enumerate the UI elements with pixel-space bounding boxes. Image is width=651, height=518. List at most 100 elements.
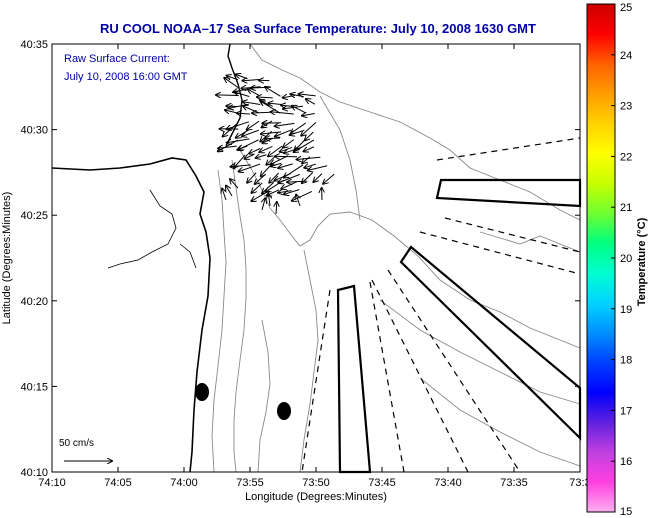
current-vector-arrow xyxy=(302,113,315,115)
current-vector-arrow xyxy=(275,123,295,126)
current-vector-arrow xyxy=(247,120,260,129)
current-vector-arrow xyxy=(278,163,293,168)
current-vector-arrow xyxy=(256,155,267,158)
current-vector-arrow xyxy=(265,138,281,139)
current-vector-arrow xyxy=(227,76,239,81)
current-vector-arrow xyxy=(281,181,298,189)
current-vector-arrow xyxy=(302,156,311,163)
x-tick-label: 73:40 xyxy=(434,477,462,489)
x-tick-label: 73:3 xyxy=(569,477,590,489)
current-vector-arrow xyxy=(301,122,317,135)
current-vector-field xyxy=(216,74,335,215)
current-vector-arrow xyxy=(226,186,233,197)
colorbar-gradient xyxy=(586,3,616,513)
current-vector-arrow xyxy=(227,121,249,129)
current-vector-arrow xyxy=(247,172,257,183)
colorbar-tick-label: 21 xyxy=(620,202,632,214)
x-tick-label: 73:45 xyxy=(368,477,396,489)
current-vector-arrow xyxy=(305,131,314,140)
colorbar-tick-label: 25 xyxy=(620,2,632,14)
current-vector-arrow xyxy=(323,173,335,184)
current-vector-arrow xyxy=(287,181,307,182)
colorbar-tick-label: 19 xyxy=(620,304,632,316)
colorbar-tick-label: 22 xyxy=(620,151,632,163)
current-vector-arrow xyxy=(261,165,271,177)
current-vector-arrow xyxy=(306,99,316,105)
current-vector-arrow xyxy=(237,113,251,114)
x-tick-label: 74:05 xyxy=(104,477,132,489)
current-vector-arrow xyxy=(252,182,263,193)
current-vector-arrow xyxy=(265,87,281,97)
current-vector-arrow xyxy=(234,92,250,97)
y-axis: 40:35 40:30 40:25 40:20 40:15 40:10 xyxy=(20,39,580,479)
current-vector-arrow xyxy=(224,78,239,89)
current-vector-arrow xyxy=(218,146,237,148)
colorbar-tick-label: 15 xyxy=(620,506,632,518)
y-axis-label: Latitude (Degrees:Minutes) xyxy=(1,192,13,325)
current-vector-arrow xyxy=(216,95,239,96)
y-tick-label: 40:30 xyxy=(20,125,48,137)
coastline-contour xyxy=(51,157,211,473)
current-vector-arrow xyxy=(237,146,248,150)
map-title: RU COOL NOAA–17 Sea Surface Temperature:… xyxy=(100,21,536,36)
colorbar: 25 24 23 22 21 20 19 18 17 16 15 Temperature (°C) xyxy=(586,2,648,518)
x-tick-label: 73:50 xyxy=(302,477,330,489)
current-vector-arrow xyxy=(284,189,300,195)
current-vector-arrow xyxy=(290,129,305,135)
colorbar-tick-label: 18 xyxy=(620,355,632,367)
current-annotation-line2: July 10, 2008 16:00 GMT xyxy=(64,71,188,83)
current-vector-arrow xyxy=(259,145,273,152)
current-vector-arrow xyxy=(230,179,239,189)
current-vector-arrow xyxy=(294,139,315,152)
y-tick-label: 40:35 xyxy=(20,39,48,51)
current-vector-arrow xyxy=(266,179,285,192)
current-vector-arrow xyxy=(271,112,294,114)
x-axis: 74:10 74:05 74:00 73:55 73:50 73:45 73:40 73:35… xyxy=(38,44,591,489)
x-tick-label: 74:00 xyxy=(170,477,198,489)
current-vector-arrow xyxy=(230,165,251,167)
current-vector-arrow xyxy=(292,106,307,114)
buoy-marker xyxy=(195,383,209,401)
current-vector-arrow xyxy=(260,101,281,114)
colorbar-tick-label: 23 xyxy=(620,101,632,113)
y-tick-label: 40:10 xyxy=(20,467,48,479)
current-vector-arrow xyxy=(271,163,282,166)
current-vector-arrow xyxy=(276,202,277,215)
current-vector-arrow xyxy=(257,97,273,98)
current-vector-arrow xyxy=(239,163,261,172)
buoy-marker xyxy=(277,402,291,420)
y-tick-label: 40:20 xyxy=(20,296,48,308)
radar-range-lines xyxy=(301,137,581,473)
colorbar-tick-label: 24 xyxy=(620,50,632,62)
current-vector-arrow xyxy=(284,146,303,153)
current-vector-arrow xyxy=(222,189,226,201)
current-vector-arrow xyxy=(262,198,265,211)
current-vector-arrow xyxy=(268,103,282,104)
current-vector-arrow xyxy=(242,129,260,136)
bathymetry-contours xyxy=(211,43,581,473)
current-vector-arrow xyxy=(242,80,260,81)
shore-detail-left xyxy=(107,189,197,269)
x-tick-label: 74:10 xyxy=(38,477,66,489)
current-vector-arrow xyxy=(243,102,261,105)
y-tick-label: 40:25 xyxy=(20,210,48,222)
x-tick-label: 73:55 xyxy=(236,477,264,489)
colorbar-label: Temperature (°C) xyxy=(636,217,648,306)
current-vector-arrow xyxy=(269,194,271,207)
current-vector-arrow xyxy=(296,195,300,207)
current-annotation-line1: Raw Surface Current: xyxy=(64,53,170,65)
current-vector-arrow xyxy=(304,146,315,152)
x-tick-label: 73:35 xyxy=(500,477,528,489)
current-vector-arrow xyxy=(283,139,295,148)
current-vector-arrow xyxy=(227,138,250,143)
colorbar-tick-label: 16 xyxy=(620,456,632,468)
current-vector-arrow xyxy=(313,173,323,182)
current-vector-arrow xyxy=(308,165,328,171)
scale-label: 50 cm/s xyxy=(59,438,94,449)
current-vector-arrow xyxy=(299,94,316,96)
map-plot-area: 50 cm/s Raw Surface Current: July 10, 20… xyxy=(51,43,582,474)
colorbar-tick-label: 17 xyxy=(620,405,632,417)
current-vector-arrow xyxy=(252,112,271,113)
x-axis-label: Longitude (Degrees:Minutes) xyxy=(245,491,387,503)
